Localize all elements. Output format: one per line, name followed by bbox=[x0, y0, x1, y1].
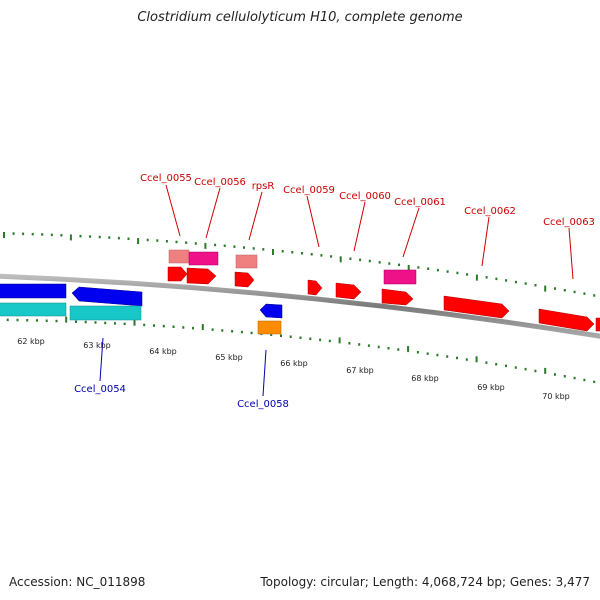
gene-arrow-reverse[interactable] bbox=[259, 303, 283, 319]
gene-arrow-forward[interactable] bbox=[538, 308, 595, 332]
gene-feature-orange[interactable] bbox=[257, 320, 282, 335]
gene-feature-magenta[interactable] bbox=[383, 269, 417, 285]
gene-feature-forward[interactable] bbox=[595, 317, 600, 332]
gene-arrow-forward[interactable] bbox=[335, 282, 362, 300]
map-title: Clostridium cellulolyticum H10, complete… bbox=[137, 10, 463, 25]
gene-feature-cyan[interactable] bbox=[69, 305, 142, 321]
gene-arrow-forward[interactable] bbox=[443, 295, 510, 319]
reverse-gene-labels: Ccel_0054 Ccel_0058 bbox=[74, 384, 289, 410]
gene-arrow-reverse[interactable] bbox=[71, 286, 143, 307]
gene-feature-pink[interactable] bbox=[235, 254, 258, 269]
scale-label: 70 kbp bbox=[542, 392, 570, 401]
genome-summary-text: Topology: circular; Length: 4,068,724 bp… bbox=[260, 575, 590, 589]
gene-arrow-forward[interactable] bbox=[381, 288, 414, 306]
gene-label-rpsr[interactable]: rpsR bbox=[252, 181, 275, 192]
reverse-strand-features bbox=[0, 283, 283, 335]
gene-label-ccel-0056[interactable]: Ccel_0056 bbox=[194, 177, 246, 188]
gene-label-ccel-0055[interactable]: Ccel_0055 bbox=[140, 173, 192, 184]
scale-label: 68 kbp bbox=[411, 374, 439, 383]
forward-label-leaders bbox=[165, 184, 574, 280]
reverse-label-leaders bbox=[99, 337, 267, 397]
gene-feature-cyan[interactable] bbox=[0, 302, 67, 317]
gene-label-ccel-0054[interactable]: Ccel_0054 bbox=[74, 384, 126, 395]
gene-arrow-forward[interactable] bbox=[167, 266, 188, 282]
gene-label-ccel-0060[interactable]: Ccel_0060 bbox=[339, 191, 391, 202]
scale-label: 66 kbp bbox=[280, 359, 308, 368]
gene-label-ccel-0059[interactable]: Ccel_0059 bbox=[283, 185, 335, 196]
gene-arrow-forward[interactable] bbox=[186, 267, 217, 285]
gene-label-ccel-0061[interactable]: Ccel_0061 bbox=[394, 197, 446, 208]
scale-label: 65 kbp bbox=[215, 353, 243, 362]
scale-label: 62 kbp bbox=[17, 337, 45, 346]
genome-backbone bbox=[0, 273, 600, 339]
gene-label-ccel-0058[interactable]: Ccel_0058 bbox=[237, 399, 289, 410]
gene-feature-blue[interactable] bbox=[0, 283, 67, 299]
gene-feature-pink[interactable] bbox=[168, 249, 190, 264]
scale-label: 63 kbp bbox=[83, 341, 111, 350]
gene-arrow-forward[interactable] bbox=[234, 271, 255, 288]
accession-text: Accession: NC_011898 bbox=[9, 575, 146, 589]
inner-tick-ring bbox=[6, 316, 596, 384]
scale-labels: 62 kbp 63 kbp 64 kbp 65 kbp 66 kbp 67 kb… bbox=[17, 337, 570, 401]
scale-label: 64 kbp bbox=[149, 347, 177, 356]
gene-label-ccel-0063[interactable]: Ccel_0063 bbox=[543, 217, 595, 228]
gene-label-ccel-0062[interactable]: Ccel_0062 bbox=[464, 206, 516, 217]
scale-label: 69 kbp bbox=[477, 383, 505, 392]
gene-feature-magenta[interactable] bbox=[188, 251, 219, 266]
gene-arrow-forward[interactable] bbox=[307, 279, 323, 296]
forward-strand-features bbox=[167, 249, 600, 332]
forward-gene-labels: Ccel_0055 Ccel_0056 rpsR Ccel_0059 Ccel_… bbox=[140, 173, 595, 228]
outer-tick-ring bbox=[3, 232, 596, 297]
scale-label: 67 kbp bbox=[346, 366, 374, 375]
